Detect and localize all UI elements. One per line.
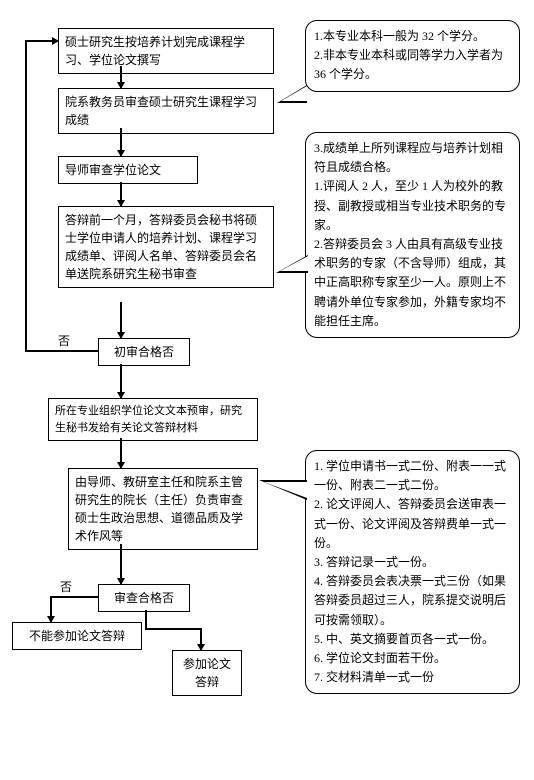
node-cannot-defend: 不能参加论文答辩: [12, 622, 142, 650]
arrow-4-5: [120, 302, 122, 338]
node-advisor-review-thesis: 导师审查学位论文: [58, 156, 198, 184]
arrow-5-6: [120, 364, 122, 398]
callout-1-text: 1.本专业本科一般为 32 个学分。 2.非本专业本科或同等学力入学者为 36 …: [314, 29, 506, 81]
callout-2: 3.成绩单上所列课程应与培养计划相符且成绩合格。 1.评阅人 2 人，至少 1 …: [305, 132, 520, 338]
n8-no-h: [50, 596, 98, 598]
n8-yes-v1: [145, 610, 147, 628]
callout-1-pointer-fill: [281, 86, 307, 101]
n5-no-label: 否: [58, 332, 70, 349]
arrow-1-2: [120, 66, 122, 88]
callout-3-text: 1. 学位申请书一式二份、附表一一式一份、附表二一式二份。 2. 论文评阅人、答…: [314, 459, 506, 684]
node-6-text: 所在专业组织学位论文文本预审，研究生秘书发给有关论文答辩材料: [55, 405, 242, 434]
node-8-text: 审查合格否: [114, 591, 174, 605]
arrow-3-4: [120, 182, 122, 206]
node-3-text: 导师审查学位论文: [65, 163, 161, 177]
callout-2-pointer-fill: [280, 256, 308, 271]
n5-no-h: [25, 350, 98, 352]
n8-no-v: [50, 596, 52, 622]
node-can-defend: 参加论文答辩: [172, 650, 242, 696]
node-pre-review-materials: 所在专业组织学位论文文本预审，研究生秘书发给有关论文答辩材料: [48, 398, 258, 441]
node-review-pass: 审查合格否: [98, 584, 190, 612]
callout-3: 1. 学位申请书一式二份、附表一一式一份、附表二一式二份。 2. 论文评阅人、答…: [305, 450, 520, 694]
node-political-review: 由导师、教研室主任和院系主管研究生的院长（主任）负责审查硕士生政治思想、道德品质…: [68, 468, 258, 550]
callout-3-pointer-fill: [264, 482, 307, 498]
node-7-text: 由导师、教研室主任和院系主管研究生的院长（主任）负责审查硕士生政治思想、道德品质…: [75, 475, 243, 543]
node-9-text: 不能参加论文答辩: [29, 629, 125, 643]
arrow-entry: [25, 40, 58, 42]
n8-yes-h: [145, 628, 200, 630]
node-initial-review-pass: 初审合格否: [98, 338, 190, 366]
node-complete-coursework: 硕士研究生按培养计划完成课程学习、学位论文撰写: [58, 28, 274, 74]
node-1-text: 硕士研究生按培养计划完成课程学习、学位论文撰写: [65, 35, 245, 67]
callout-2-text: 3.成绩单上所列课程应与培养计划相符且成绩合格。 1.评阅人 2 人，至少 1 …: [314, 141, 506, 328]
node-4-text: 答辩前一个月，答辩委员会秘书将硕士学位申请人的培养计划、课程学习成绩单、评阅人名…: [65, 213, 257, 281]
node-10-text: 参加论文答辩: [183, 657, 231, 689]
n8-no-label: 否: [60, 578, 72, 595]
n8-yes-v2: [200, 628, 202, 650]
arrow-2-3: [120, 128, 122, 156]
node-dept-review-grades: 院系教务员审查硕士研究生课程学习成绩: [58, 88, 274, 134]
node-secretary-submit: 答辩前一个月，答辩委员会秘书将硕士学位申请人的培养计划、课程学习成绩单、评阅人名…: [58, 206, 274, 288]
node-5-text: 初审合格否: [114, 345, 174, 359]
callout-1: 1.本专业本科一般为 32 个学分。 2.非本专业本科或同等学力入学者为 36 …: [305, 20, 520, 92]
loop-left-vertical: [25, 40, 27, 351]
arrow-6-7: [120, 438, 122, 468]
node-2-text: 院系教务员审查硕士研究生课程学习成绩: [65, 95, 257, 127]
arrow-7-8: [120, 544, 122, 584]
